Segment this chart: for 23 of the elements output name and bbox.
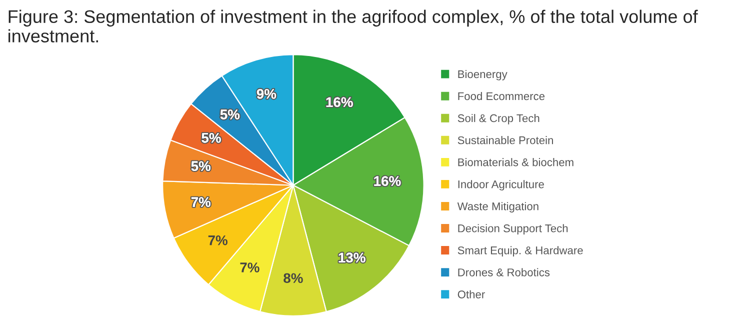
data-label: 7% <box>208 235 228 246</box>
chart-title: Figure 3: Segmentation of investment in the agrifood complex, % of the total volume of investment. <box>8 10 698 42</box>
data-label: 13% <box>338 252 366 263</box>
legend-label: Indoor Agriculture <box>458 180 544 190</box>
data-label: 5% <box>191 161 211 171</box>
data-label: 9% <box>256 88 276 99</box>
data-label: 16% <box>326 97 353 108</box>
data-label: 7% <box>191 197 211 207</box>
data-label: 5% <box>202 133 221 143</box>
data-label: 5% <box>220 110 240 120</box>
legend-label: Other <box>458 290 485 298</box>
data-label: 8% <box>284 273 303 284</box>
legend-label: Soil & Crop Tech <box>458 114 540 124</box>
data-label: 7% <box>240 262 260 272</box>
legend-label: Biomaterials & biochem <box>458 158 574 166</box>
legend-label: Bioenergy <box>458 70 508 80</box>
legend-label: Smart Equip. & Hardware <box>458 246 583 256</box>
legend-label: Sustainable Protein <box>458 136 553 144</box>
legend-label: Waste Mitigation <box>457 202 538 212</box>
legend-label: Food Ecommerce <box>458 92 545 100</box>
data-label: 16% <box>374 176 401 186</box>
legend-label: Drones & Robotics <box>458 268 550 276</box>
legend-label: Decision Support Tech <box>458 224 568 234</box>
